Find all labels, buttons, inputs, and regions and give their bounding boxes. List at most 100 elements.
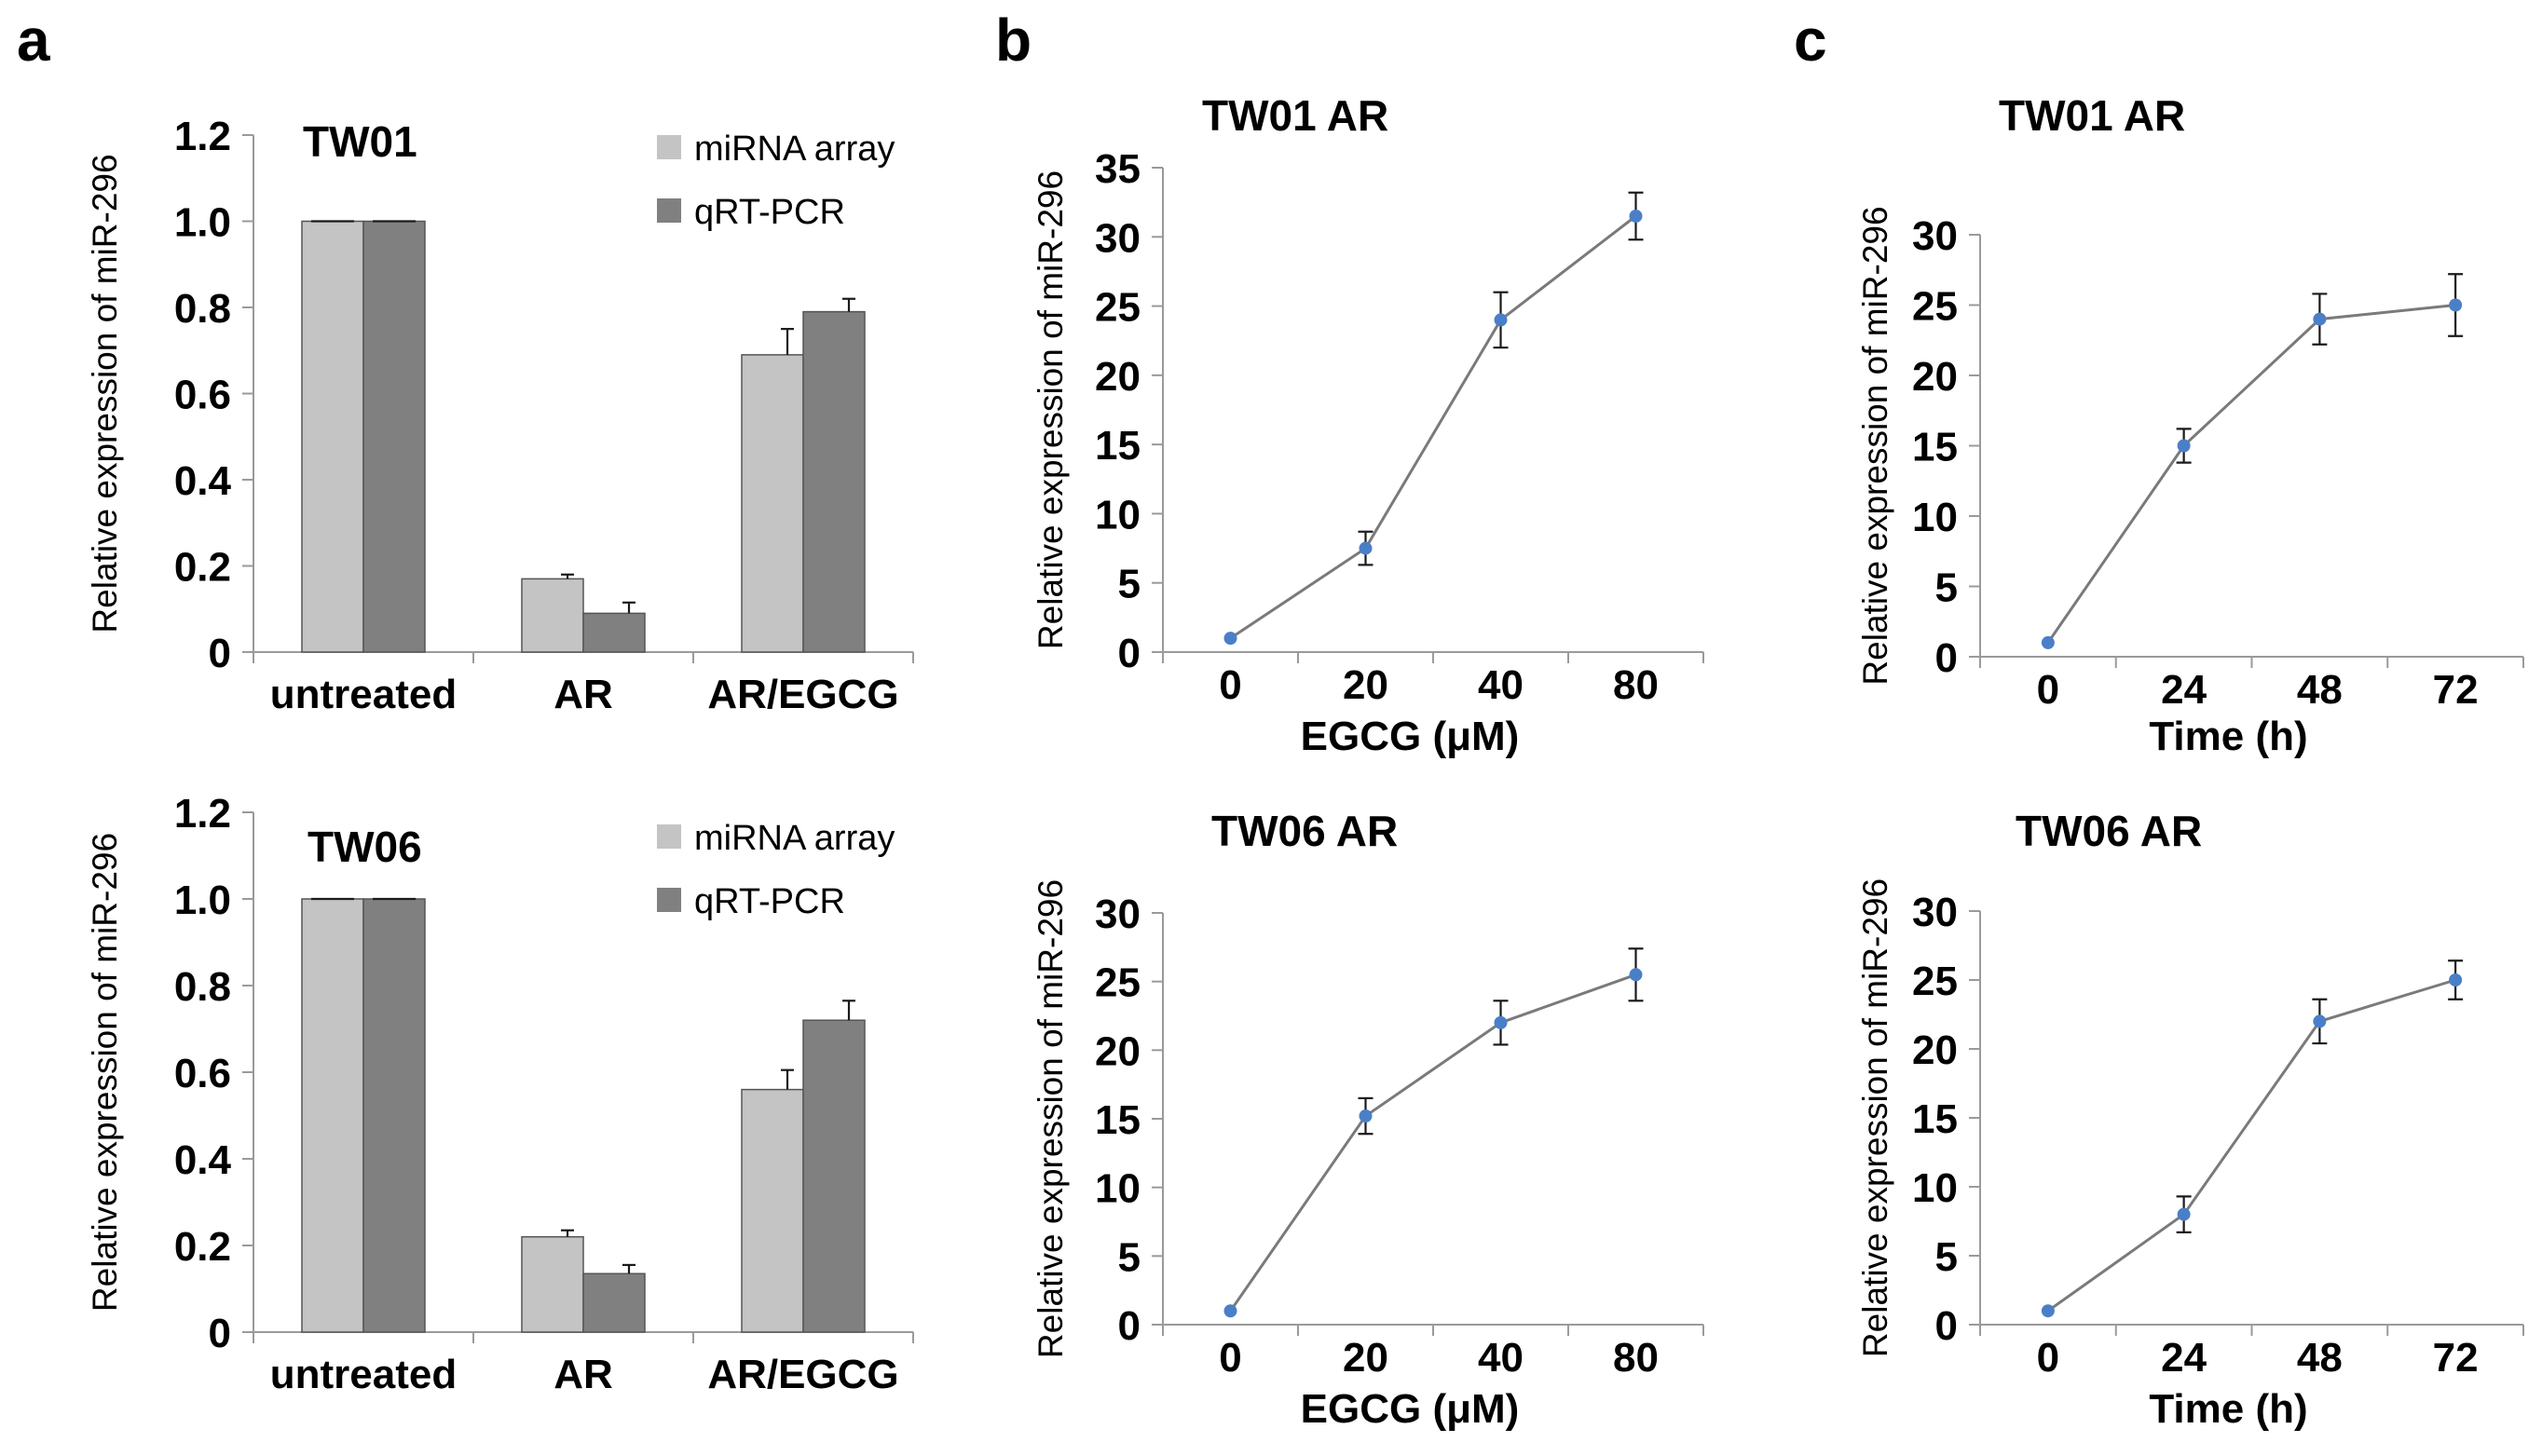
y-tick-label: 30 xyxy=(1095,891,1141,937)
x-axis-label: EGCG (μM) xyxy=(1301,1386,1520,1432)
panel-label-b: b xyxy=(995,7,1032,74)
y-tick-label: 15 xyxy=(1095,1097,1141,1143)
y-tick-label: 10 xyxy=(1095,492,1141,537)
x-tick-label: AR/EGCG xyxy=(707,672,898,717)
y-tick-label: 20 xyxy=(1912,1027,1958,1073)
bar xyxy=(582,612,646,653)
chart-b_bottom: TW06 AR Relative expression of miR-296 0 5 1… xyxy=(1032,807,1704,1432)
legend-label: miRNA array xyxy=(694,819,895,858)
legend-label: qRT-PCR xyxy=(694,193,845,232)
y-tick-label: 20 xyxy=(1095,1028,1141,1074)
chart-title: TW01 AR xyxy=(1999,91,2185,140)
bar xyxy=(521,1235,584,1333)
legend-swatch xyxy=(657,824,681,849)
y-tick-label: 35 xyxy=(1095,146,1141,192)
y-tick-label: 0 xyxy=(1935,1303,1958,1349)
legend-label: qRT-PCR xyxy=(694,882,845,921)
x-tick-label: 72 xyxy=(2433,1335,2479,1381)
y-tick-label: 30 xyxy=(1912,890,1958,935)
x-axis-label: EGCG (μM) xyxy=(1301,714,1520,759)
bar xyxy=(362,898,426,1333)
y-axis-label: Relative expression of miR-296 xyxy=(1032,170,1070,649)
y-axis-label: Relative expression of miR-296 xyxy=(86,833,124,1312)
series-line xyxy=(1229,214,1637,640)
data-point xyxy=(2449,298,2463,312)
panel-label-c: c xyxy=(1794,7,1827,74)
x-tick-label: 40 xyxy=(1478,1335,1524,1381)
y-tick-label: 15 xyxy=(1912,1096,1958,1142)
y-tick-label: 0.6 xyxy=(174,373,231,418)
series-line xyxy=(2046,304,2456,644)
chart-c_bottom: TW06 AR Relative expression of miR-296 0 5 1… xyxy=(1856,807,2524,1432)
legend-swatch xyxy=(657,888,681,912)
x-tick-label: 20 xyxy=(1343,1335,1388,1381)
y-tick-label: 0 xyxy=(1118,1303,1141,1349)
x-tick-label: AR/EGCG xyxy=(707,1352,898,1397)
data-point xyxy=(1359,541,1373,555)
legend-swatch xyxy=(657,135,681,159)
y-tick-label: 25 xyxy=(1095,960,1141,1006)
x-tick-label: 0 xyxy=(2037,667,2059,713)
legend: miRNA array qRT-PCR xyxy=(657,819,895,921)
y-tick-label: 0 xyxy=(1935,635,1958,681)
bar xyxy=(521,578,584,653)
x-tick-label: 80 xyxy=(1613,1335,1659,1381)
panel-label-a: a xyxy=(17,7,50,74)
data-point xyxy=(2177,1207,2191,1221)
chart-a_bottom: TW06 Relative expression of miR-296 0 0.2 0.… xyxy=(86,791,914,1397)
x-tick-label: 20 xyxy=(1343,662,1388,708)
y-tick-label: 5 xyxy=(1935,1234,1958,1280)
legend: miRNA array qRT-PCR xyxy=(657,129,895,232)
data-point xyxy=(2313,312,2327,326)
chart-c_top: TW01 AR Relative expression of miR-296 0 5 1… xyxy=(1856,91,2524,759)
x-tick-label: 48 xyxy=(2297,1335,2343,1381)
y-tick-label: 1.0 xyxy=(174,200,231,246)
y-tick-label: 1.2 xyxy=(174,114,231,159)
x-tick-label: untreated xyxy=(270,672,457,717)
data-point xyxy=(2313,1014,2327,1028)
y-tick-label: 0.2 xyxy=(174,545,231,591)
data-point xyxy=(1223,1304,1237,1318)
bar xyxy=(362,220,426,653)
y-tick-label: 0.4 xyxy=(174,458,232,504)
bar xyxy=(741,1088,804,1333)
legend-label: miRNA array xyxy=(694,129,895,169)
chart-title: TW06 xyxy=(308,823,422,871)
x-tick-label: 80 xyxy=(1613,662,1659,708)
charts-layer: TW01 Relative expression of miR-296 0 0.2 0.… xyxy=(86,91,2524,1432)
x-tick-label: 0 xyxy=(2037,1335,2059,1381)
x-tick-label: 24 xyxy=(2161,667,2207,713)
y-axis-label: Relative expression of miR-296 xyxy=(1856,206,1894,685)
data-point xyxy=(1223,632,1237,646)
chart-title: TW01 AR xyxy=(1202,91,1388,140)
y-tick-label: 5 xyxy=(1118,1234,1141,1280)
y-tick-label: 20 xyxy=(1095,354,1141,400)
x-axis-label: Time (h) xyxy=(2149,1386,2307,1432)
y-tick-label: 0 xyxy=(209,1311,231,1356)
x-tick-label: 0 xyxy=(1219,1335,1241,1381)
series-line xyxy=(2047,978,2456,1313)
y-tick-label: 15 xyxy=(1912,425,1958,470)
x-tick-label: AR xyxy=(554,672,613,717)
data-point xyxy=(2449,973,2463,987)
x-tick-label: 48 xyxy=(2297,667,2343,713)
data-point xyxy=(1494,1015,1508,1029)
x-tick-label: 0 xyxy=(1219,662,1241,708)
data-point xyxy=(2041,635,2055,649)
bar xyxy=(802,1019,866,1333)
y-tick-label: 10 xyxy=(1912,1165,1958,1211)
y-tick-label: 1.0 xyxy=(174,878,231,923)
chart-a_top: TW01 Relative expression of miR-296 0 0.2 0.… xyxy=(86,114,914,717)
y-tick-label: 30 xyxy=(1095,215,1141,261)
y-tick-label: 1.2 xyxy=(174,791,231,837)
chart-title: TW06 AR xyxy=(2016,807,2202,855)
chart-b_top: TW01 AR Relative expression of miR-296 0 5 1… xyxy=(1032,91,1704,759)
legend-swatch xyxy=(657,198,681,223)
y-tick-label: 10 xyxy=(1912,495,1958,540)
x-tick-label: 72 xyxy=(2433,667,2479,713)
y-tick-label: 5 xyxy=(1935,565,1958,611)
y-tick-label: 0.6 xyxy=(174,1051,231,1096)
y-tick-label: 10 xyxy=(1095,1166,1141,1212)
y-tick-label: 25 xyxy=(1912,959,1958,1004)
